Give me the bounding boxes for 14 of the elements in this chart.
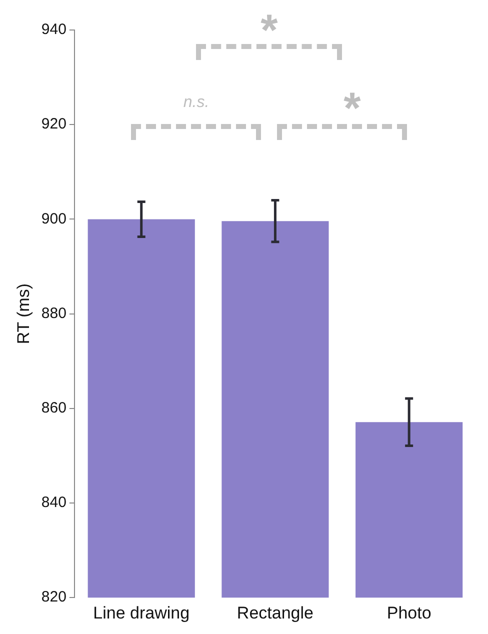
- y-axis-title: RT (ms): [14, 283, 33, 344]
- y-tick-label: 860: [41, 400, 66, 417]
- y-tick-label: 820: [41, 588, 66, 606]
- x-tick-label: Line drawing: [93, 603, 190, 622]
- y-tick-label: 940: [41, 21, 66, 38]
- y-tick-label: 900: [41, 210, 66, 228]
- y-tick-label: 840: [41, 494, 66, 512]
- annotation: *: [260, 6, 278, 56]
- y-tick-label: 880: [41, 304, 66, 322]
- y-tick-label: 920: [41, 116, 66, 133]
- x-tick-label: Photo: [386, 603, 432, 622]
- x-tick-label: Rectangle: [236, 603, 314, 622]
- annotation: n.s.: [183, 94, 210, 112]
- annotation: *: [344, 84, 361, 134]
